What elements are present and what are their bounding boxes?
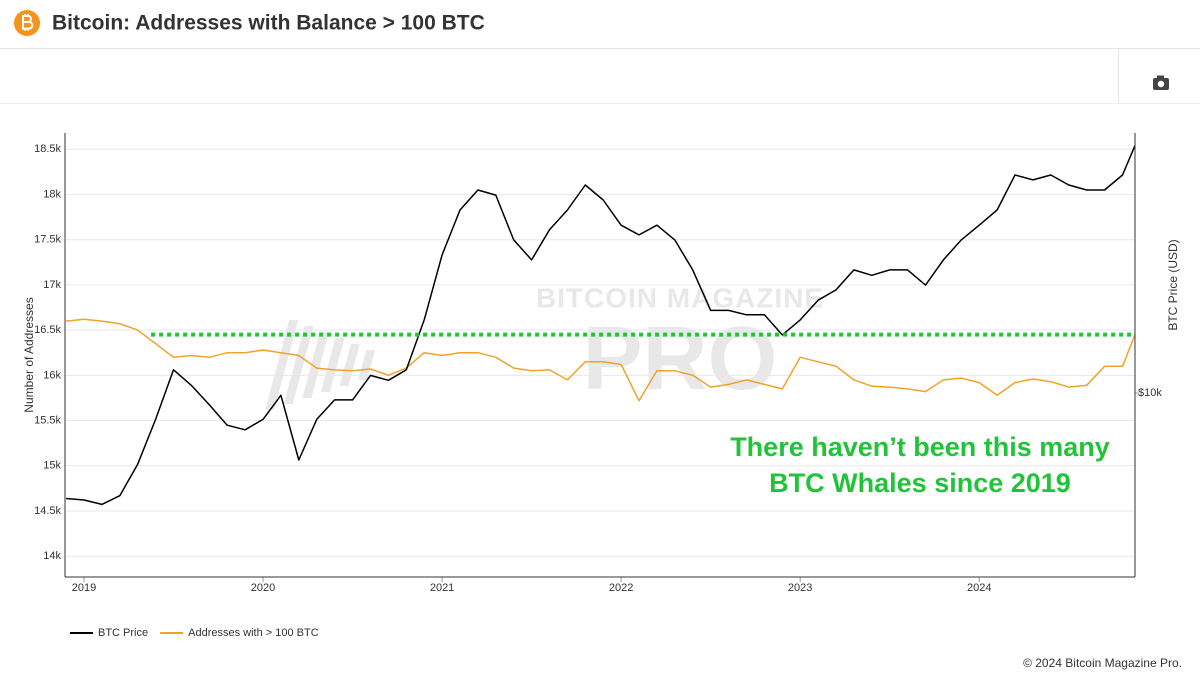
watermark-bar (320, 338, 345, 392)
y-tick-label: 16k (43, 369, 61, 381)
x-tick-label: 2021 (430, 582, 454, 594)
y2-axis-label: BTC Price (USD) (1166, 239, 1180, 330)
camera-lens (1157, 80, 1165, 88)
y-tick-label: 18k (43, 188, 61, 200)
y-tick-label: 16.5k (34, 324, 61, 336)
y-tick-label: 14k (43, 550, 61, 562)
camera-button[interactable] (1153, 75, 1169, 91)
annotation: BTC Whales since 2019 (769, 468, 1071, 498)
legend-label: Addresses with > 100 BTC (188, 627, 319, 639)
camera-top (1157, 75, 1164, 79)
legend-label: BTC Price (98, 627, 148, 639)
bitcoin-glyph (22, 14, 34, 31)
x-tick-label: 2023 (788, 582, 812, 594)
y-axis-label: Number of Addresses (22, 297, 36, 412)
y-tick-label: 17k (43, 279, 61, 291)
watermark-text: BITCOIN MAGAZINE (536, 282, 824, 313)
watermark-bar (302, 332, 330, 398)
watermark-bar (265, 320, 299, 410)
y-tick-label: 17.5k (34, 234, 61, 246)
series-line (66, 318, 1136, 402)
legend-item: BTC Price (70, 627, 148, 639)
x-tick-label: 2022 (609, 582, 633, 594)
watermark-bar (358, 350, 376, 380)
x-tick-label: 2019 (72, 582, 96, 594)
y-tick-label: 14.5k (34, 505, 61, 517)
watermark-text: PRO (582, 309, 777, 409)
annotation: There haven’t been this many (730, 432, 1110, 462)
series-line (66, 145, 1136, 506)
y-tick-label: 18.5k (34, 143, 61, 155)
y-tick-label: 15k (43, 460, 61, 472)
y-tick-label: 15.5k (34, 414, 61, 426)
watermark-bar (283, 326, 314, 404)
legend-item: Addresses with > 100 BTC (160, 627, 319, 639)
x-tick-label: 2020 (251, 582, 275, 594)
chart-title: Bitcoin: Addresses with Balance > 100 BT… (52, 12, 485, 35)
y2-tick-label: $10k (1138, 387, 1162, 399)
x-tick-label: 2024 (967, 582, 991, 594)
footer: © 2024 Bitcoin Magazine Pro. (1023, 656, 1182, 670)
